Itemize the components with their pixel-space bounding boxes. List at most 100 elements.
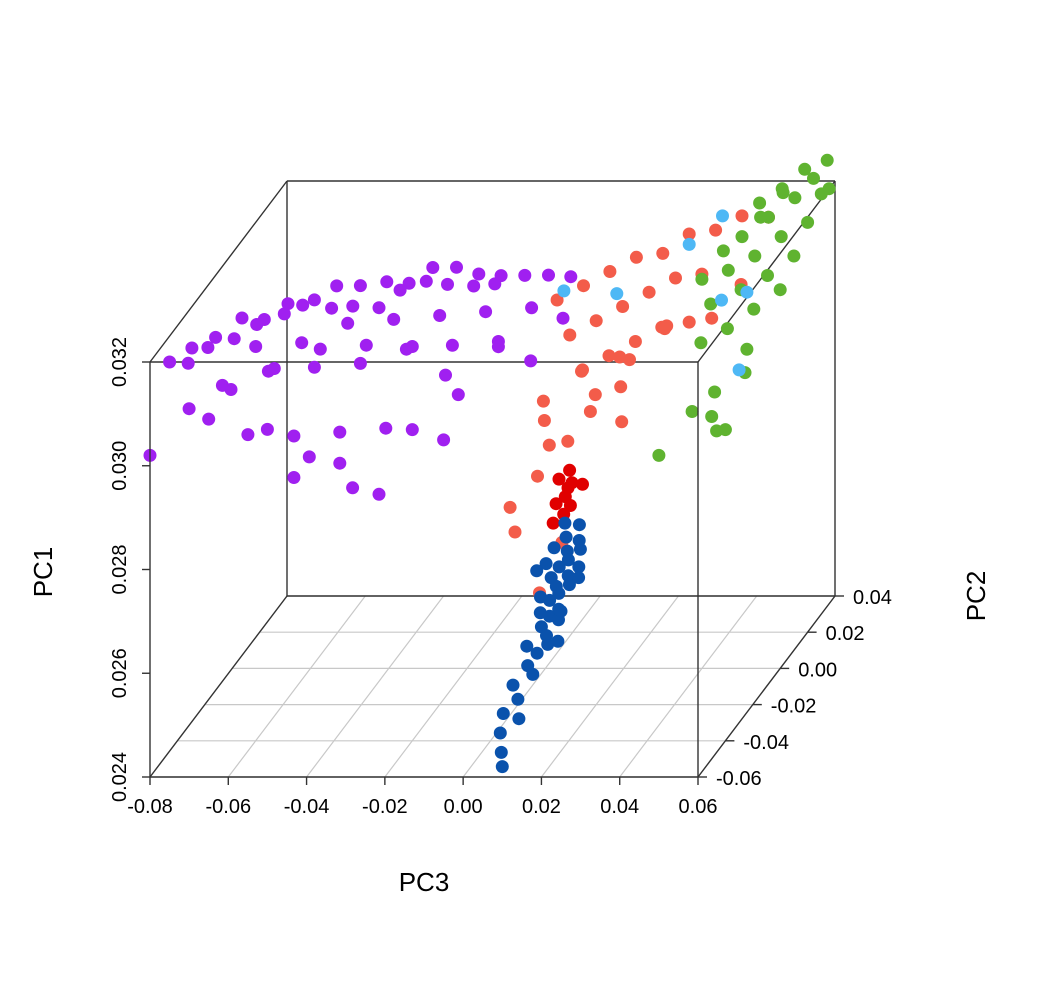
data-point	[542, 268, 555, 282]
data-point	[346, 481, 360, 495]
data-point	[541, 637, 555, 651]
data-point	[807, 171, 820, 185]
data-point	[685, 405, 699, 418]
data-point	[695, 272, 709, 286]
data-point	[494, 745, 508, 759]
data-point	[563, 328, 577, 342]
data-point	[589, 314, 603, 328]
data-point	[562, 578, 576, 592]
data-point	[615, 415, 629, 429]
data-point	[441, 277, 454, 291]
z-tick-label: 0.032	[109, 337, 131, 387]
y-tick-label: -0.04	[743, 732, 789, 754]
data-point	[387, 312, 401, 326]
x-tick-label: -0.06	[205, 796, 251, 818]
data-point	[250, 318, 264, 331]
data-point	[201, 341, 215, 354]
data-point	[530, 564, 544, 578]
data-point	[572, 571, 586, 585]
data-point	[488, 277, 502, 291]
data-point	[583, 405, 597, 418]
data-point	[511, 692, 525, 706]
data-point	[249, 340, 263, 353]
data-point	[559, 530, 573, 544]
data-point	[561, 434, 575, 448]
grid-line-x	[462, 595, 601, 778]
data-point	[405, 423, 419, 437]
data-point	[577, 279, 590, 293]
data-point	[682, 237, 696, 251]
x-axis-title: PC3	[399, 867, 450, 897]
data-point	[561, 481, 575, 495]
data-point	[372, 487, 386, 501]
data-point	[543, 593, 557, 607]
data-point	[479, 305, 493, 319]
x-tick-label: 0.02	[522, 796, 561, 818]
data-point	[552, 472, 566, 486]
data-point	[495, 760, 509, 774]
x-tick-label: -0.04	[284, 796, 330, 818]
data-point	[508, 525, 522, 539]
data-point	[277, 307, 291, 321]
data-point	[202, 412, 216, 426]
data-point	[740, 342, 754, 356]
y-tick-label: 0.02	[826, 623, 865, 645]
data-point	[439, 368, 452, 382]
z-tick-label: 0.026	[109, 648, 131, 698]
data-point	[333, 456, 347, 470]
grid-line-x	[306, 595, 445, 778]
data-point	[801, 215, 815, 229]
data-point	[542, 438, 556, 452]
data-point	[341, 316, 355, 330]
data-point	[616, 300, 630, 313]
data-point	[656, 246, 670, 260]
data-point	[603, 265, 617, 278]
x-tick-label: 0.04	[600, 796, 639, 818]
data-point	[563, 463, 577, 477]
data-point	[536, 394, 550, 408]
data-point	[491, 340, 505, 354]
data-point	[552, 586, 566, 600]
data-point	[227, 332, 241, 346]
x-tick-label: 0.00	[444, 796, 483, 818]
data-point	[669, 271, 682, 285]
data-point	[614, 380, 628, 394]
data-point	[163, 355, 177, 369]
data-point	[798, 162, 812, 176]
y-tick-label: 0.04	[853, 587, 892, 609]
data-point	[547, 541, 561, 555]
data-point	[588, 388, 602, 402]
data-point	[546, 516, 560, 530]
data-point	[512, 712, 526, 726]
data-point	[564, 270, 578, 284]
data-point	[325, 301, 339, 315]
data-point	[822, 182, 836, 196]
data-point	[572, 518, 586, 532]
data-point	[330, 279, 344, 293]
x-tick-label: -0.08	[127, 796, 173, 818]
data-point	[735, 230, 749, 244]
data-point	[287, 471, 301, 484]
data-point	[353, 279, 367, 293]
data-point	[402, 276, 416, 290]
z-tick-label: 0.030	[109, 441, 131, 491]
box-back-edges	[149, 180, 836, 597]
data-point	[748, 249, 762, 263]
data-point	[573, 542, 587, 556]
box-edge	[697, 595, 836, 778]
data-point	[721, 263, 735, 277]
data-point	[575, 364, 588, 378]
data-point	[610, 287, 624, 301]
data-point	[554, 604, 568, 618]
data-point	[520, 639, 534, 653]
data-point	[715, 293, 728, 307]
data-point	[359, 338, 373, 352]
data-point	[426, 261, 440, 274]
data-point	[602, 349, 616, 363]
data-point	[682, 227, 696, 241]
data-point	[445, 338, 459, 352]
data-point	[333, 425, 347, 439]
data-point	[561, 553, 575, 567]
data-point	[353, 356, 367, 370]
